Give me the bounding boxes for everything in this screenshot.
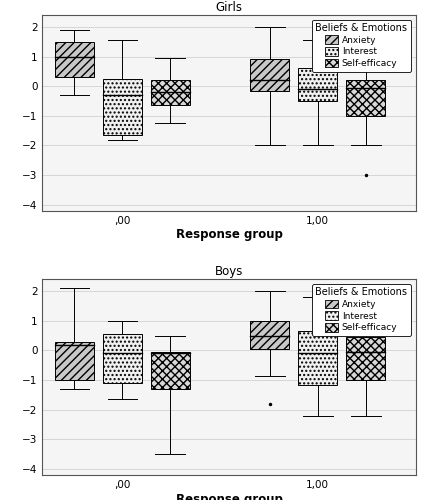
Bar xyxy=(250,60,289,90)
Bar xyxy=(55,342,94,380)
Legend: Anxiety, Interest, Self-efficacy: Anxiety, Interest, Self-efficacy xyxy=(312,20,411,72)
Bar xyxy=(250,321,289,349)
Legend: Anxiety, Interest, Self-efficacy: Anxiety, Interest, Self-efficacy xyxy=(312,284,411,336)
Bar xyxy=(151,80,190,106)
X-axis label: Response group: Response group xyxy=(176,228,282,241)
Bar xyxy=(151,352,190,389)
X-axis label: Response group: Response group xyxy=(176,492,282,500)
Title: Girls: Girls xyxy=(215,1,243,14)
Bar xyxy=(346,80,385,116)
Bar xyxy=(103,334,142,383)
Bar xyxy=(55,42,94,78)
Bar xyxy=(346,337,385,380)
Bar xyxy=(298,331,338,384)
Bar xyxy=(298,68,338,101)
Title: Boys: Boys xyxy=(215,265,243,278)
Bar xyxy=(103,79,142,135)
